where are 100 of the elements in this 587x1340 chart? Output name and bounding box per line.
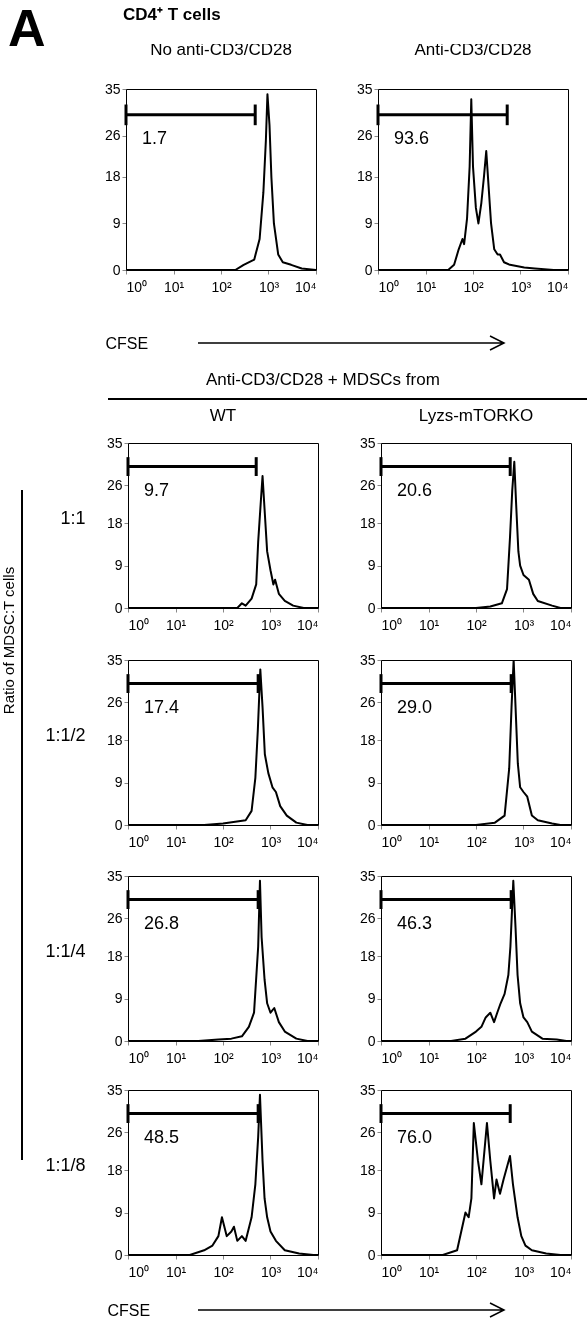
y-tick-label: 26 <box>106 693 123 710</box>
x-tick-label: 10³ <box>513 1263 535 1280</box>
y-tick-label: 26 <box>106 1123 123 1140</box>
x-tick-label: 10¹ <box>165 1049 187 1066</box>
y-tick-label: 26 <box>106 476 123 493</box>
y-tick-label: 18 <box>359 514 376 531</box>
annotation: 17.4 <box>144 696 180 717</box>
y-tick-label: 9 <box>114 1204 123 1221</box>
y-tick-label: 0 <box>114 816 123 833</box>
y-tick-label: 0 <box>367 816 376 833</box>
x-tick-label: 10² <box>466 1049 487 1066</box>
y-tick-label: 9 <box>367 990 376 1007</box>
y-tick-label: 35 <box>106 1081 123 1098</box>
y-tick-label: 0 <box>364 261 373 278</box>
x-tick-label: 10¹ <box>165 833 187 850</box>
x-tick-label: 10⁴ <box>296 1263 319 1280</box>
annotation: 46.3 <box>397 912 433 933</box>
x-axis-title: CFSE <box>105 334 149 352</box>
x-tick-label: 10⁰ <box>128 1049 150 1066</box>
y-tick-label: 9 <box>114 990 123 1007</box>
y-tick-label: 35 <box>106 434 123 451</box>
y-tick-label: 35 <box>356 80 373 97</box>
y-tick-label: 26 <box>106 909 123 926</box>
x-tick-label: 10⁰ <box>381 1263 403 1280</box>
y-tick-label: 0 <box>367 1246 376 1263</box>
y-tick-label: 35 <box>106 867 123 884</box>
y-tick-label: 9 <box>112 214 121 231</box>
y-axis-title: 1:1 <box>60 507 86 528</box>
x-tick-label: 10¹ <box>418 1263 440 1280</box>
annotation: 93.6 <box>394 127 430 148</box>
y-tick-label: 9 <box>114 774 123 791</box>
x-tick-label: 10⁰ <box>128 833 150 850</box>
x-tick-label: 10¹ <box>165 616 187 633</box>
x-tick-label: 10³ <box>260 616 282 633</box>
y-tick-label: 0 <box>367 1032 376 1049</box>
x-tick-label: 10⁴ <box>549 833 572 850</box>
x-tick-label: 10⁰ <box>381 616 403 633</box>
text: Ratio of MDSC:T cells <box>0 566 18 714</box>
annotation: 29.0 <box>397 696 433 717</box>
y-tick-label: 9 <box>367 774 376 791</box>
y-tick-label: 18 <box>106 947 123 964</box>
x-tick-label: 10⁴ <box>296 1049 319 1066</box>
y-tick-label: 35 <box>359 1081 376 1098</box>
y-axis-title: 1:1/2 <box>45 724 86 745</box>
y-axis-title: 1:1/4 <box>45 940 86 961</box>
x-tick-label: 10² <box>213 833 234 850</box>
y-tick-label: 9 <box>367 557 376 574</box>
x-tick-label: 10⁰ <box>381 1049 403 1066</box>
x-tick-label: 10² <box>463 278 484 295</box>
annotation: 1.7 <box>142 127 168 148</box>
x-tick-label: 10² <box>466 833 487 850</box>
y-tick-label: 26 <box>359 693 376 710</box>
x-tick-label: 10³ <box>510 278 532 295</box>
x-tick-label: 10² <box>466 1263 487 1280</box>
x-tick-label: 10² <box>213 1049 234 1066</box>
x-tick-label: 10² <box>213 1263 234 1280</box>
x-tick-label: 10³ <box>258 278 280 295</box>
x-tick-label: 10³ <box>260 1049 282 1066</box>
x-tick-label: 10⁴ <box>549 1263 572 1280</box>
x-tick-label: 10⁰ <box>128 616 150 633</box>
x-tick-label: 10² <box>213 616 234 633</box>
y-tick-label: 35 <box>359 651 376 668</box>
x-tick-label: 10⁰ <box>381 833 403 850</box>
x-tick-label: 10³ <box>260 1263 282 1280</box>
y-tick-label: 9 <box>114 557 123 574</box>
chart-title: Lyzs-mTORKO <box>418 406 534 425</box>
y-tick-label: 26 <box>359 909 376 926</box>
y-tick-label: 0 <box>112 261 121 278</box>
chart-title: WT <box>209 406 237 425</box>
x-tick-label: 10⁴ <box>549 1049 572 1066</box>
x-tick-label: 10³ <box>513 833 535 850</box>
text: Anti-CD3/CD28 + MDSCs from <box>206 370 440 389</box>
annotation: 9.7 <box>144 479 170 500</box>
annotation: 20.6 <box>397 479 433 500</box>
x-tick-label: 10³ <box>260 833 282 850</box>
x-tick-label: 10⁴ <box>549 616 572 633</box>
y-tick-label: 26 <box>359 476 376 493</box>
x-tick-label: 10⁰ <box>126 278 148 295</box>
x-tick-label: 10¹ <box>418 1049 440 1066</box>
y-tick-label: 35 <box>104 80 121 97</box>
y-tick-label: 35 <box>359 434 376 451</box>
x-tick-label: 10⁴ <box>296 616 319 633</box>
y-tick-label: 35 <box>359 867 376 884</box>
x-tick-label: 10² <box>466 616 487 633</box>
annotation: 48.5 <box>144 1126 180 1147</box>
x-tick-label: 10¹ <box>163 278 185 295</box>
y-tick-label: 0 <box>367 599 376 616</box>
y-tick-label: 18 <box>106 514 123 531</box>
y-tick-label: 0 <box>114 1032 123 1049</box>
x-tick-label: 10¹ <box>165 1263 187 1280</box>
annotation: 26.8 <box>144 912 180 933</box>
x-axis-title: CFSE <box>107 1301 151 1319</box>
x-tick-label: 10⁴ <box>294 278 317 295</box>
y-tick-label: 18 <box>359 947 376 964</box>
x-tick-label: 10⁰ <box>378 278 400 295</box>
text: CD4⁺ T cells <box>123 5 221 24</box>
y-tick-label: 18 <box>359 1161 376 1178</box>
y-tick-label: 35 <box>106 651 123 668</box>
y-tick-label: 26 <box>356 127 373 144</box>
annotation: 76.0 <box>397 1126 433 1147</box>
